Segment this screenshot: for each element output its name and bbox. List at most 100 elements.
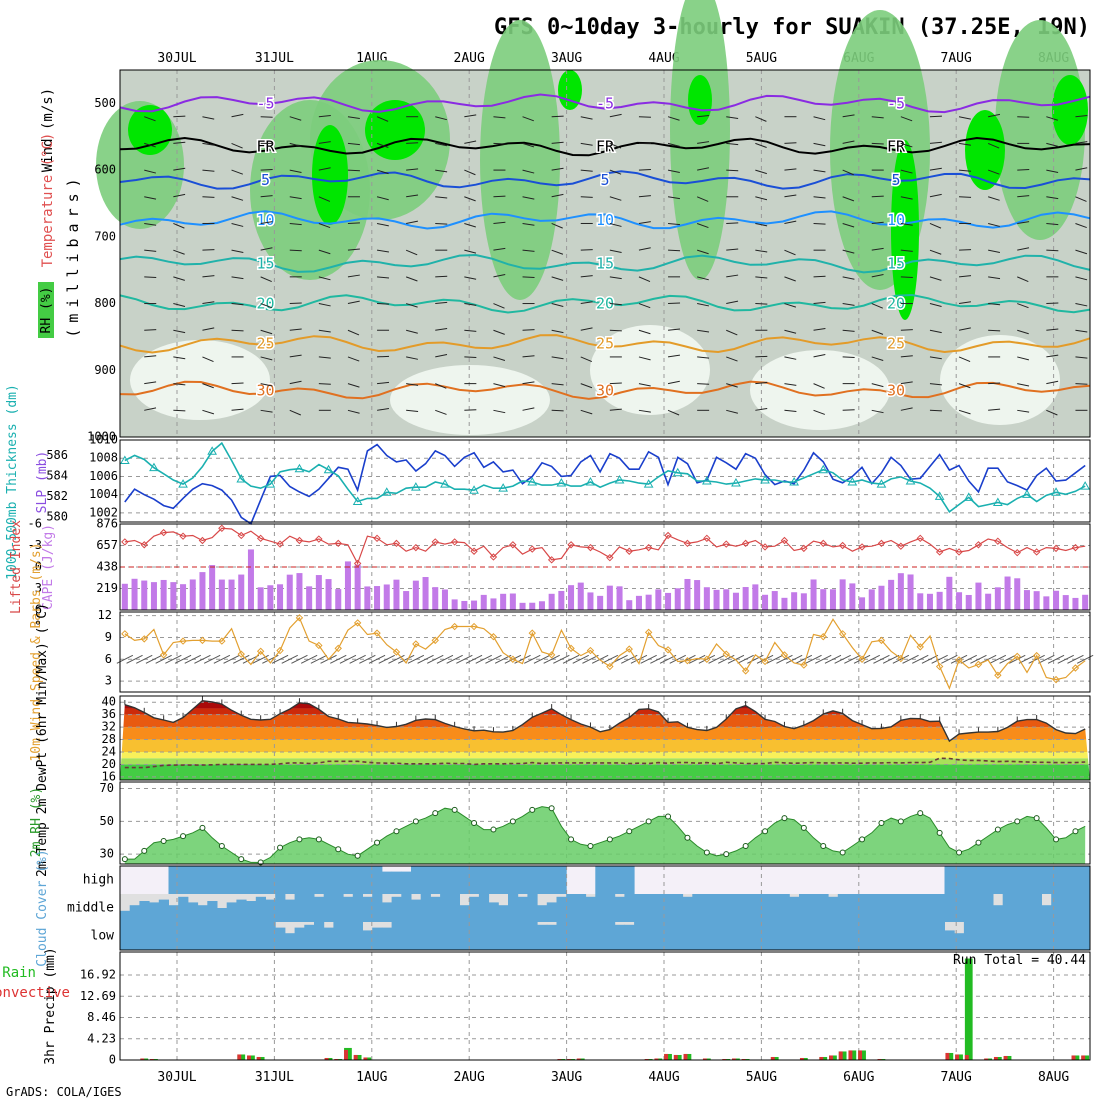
cloud-cell: [391, 871, 402, 894]
wind-barb: [173, 383, 186, 386]
axis-label: 3hr Precip (mm): [43, 947, 58, 1064]
wind-barb: [522, 116, 534, 122]
cloud-cell: [750, 922, 761, 950]
wind-barb: [144, 329, 157, 331]
contour-label: 20: [596, 295, 614, 313]
wind-barb: [184, 654, 201, 664]
thickness-point: [119, 455, 130, 464]
wind-barb: [726, 300, 739, 305]
cloud-cell: [1041, 922, 1052, 950]
cape-bar: [1053, 590, 1060, 610]
axis-label: Lifted Index: [9, 520, 24, 614]
wind-barb: [667, 409, 680, 416]
wind-speed-point: [121, 630, 129, 638]
cape-bar: [635, 595, 642, 610]
cloud-cell: [158, 899, 169, 922]
wind-barb: [726, 383, 738, 388]
wind-speed-point: [198, 636, 207, 645]
cloud-cell: [343, 866, 354, 894]
cape-bar: [374, 586, 381, 610]
lifted-index-point: [819, 539, 827, 548]
wind-barb: [406, 383, 419, 386]
wind-barb: [406, 303, 418, 308]
wind-speed-point: [819, 633, 827, 641]
wind-barb: [522, 169, 535, 174]
cloud-cell: [129, 905, 140, 922]
tick-label: 3: [35, 581, 42, 595]
wind-barb: [1017, 195, 1030, 198]
wind-barb: [813, 301, 826, 305]
wind-barb: [252, 654, 269, 664]
lifted-index-point: [295, 536, 304, 545]
thickness-point: [701, 475, 712, 485]
tick-label: 3: [105, 674, 112, 688]
cloud-cell: [517, 896, 528, 922]
cloud-cell: [411, 866, 422, 894]
contour-label: 20: [256, 295, 274, 313]
wind-speed-point: [547, 651, 556, 659]
wind-barb: [203, 654, 221, 664]
cape-bar: [383, 584, 390, 610]
cloud-cell: [411, 899, 422, 922]
cloud-cell: [915, 894, 926, 922]
rh-dry-area: [390, 365, 550, 435]
cloud-cell: [381, 871, 393, 894]
cloud-cell: [653, 894, 664, 922]
cape-bar: [538, 601, 545, 610]
wind-barb: [231, 408, 244, 411]
cape-bar: [791, 592, 798, 610]
precip-convective-bar: [848, 1050, 853, 1060]
precip-convective-bar: [1003, 1055, 1008, 1060]
cloud-cell: [168, 905, 179, 922]
cloud-cell: [527, 866, 538, 894]
temp-band: [120, 752, 1090, 759]
wind-speed-point: [315, 641, 323, 650]
panel-frame: [119, 865, 1091, 951]
date-label: 6AUG: [843, 1070, 874, 1085]
wind-barb: [1046, 196, 1059, 200]
wind-barb: [1075, 383, 1088, 385]
wind-barb: [406, 220, 419, 224]
wind-barb: [813, 169, 826, 173]
wind-barb: [318, 167, 331, 171]
wind-barb: [1075, 141, 1088, 144]
cloud-cell: [585, 896, 596, 922]
cape-bar: [800, 593, 807, 610]
wind-barb: [522, 381, 535, 385]
wind-barb: [349, 654, 366, 664]
wind-barb: [931, 654, 948, 664]
wind-barb: [959, 169, 972, 172]
wind-barb: [145, 654, 163, 664]
cloud-cell: [197, 866, 208, 894]
cape-bar: [742, 587, 749, 610]
cape-bar: [703, 587, 710, 610]
precip-convective-bar: [644, 1058, 649, 1060]
cloud-cell: [168, 922, 179, 950]
wind-barb: [126, 654, 143, 664]
precip-convective-bar: [237, 1054, 242, 1060]
wind-barb: [318, 356, 331, 359]
rh-point: [315, 836, 322, 843]
wind-barb: [609, 142, 622, 149]
cloud-cell: [1022, 922, 1033, 950]
cloud-cell: [401, 894, 412, 922]
wind-barb: [289, 196, 302, 200]
cloud-cell: [527, 922, 538, 950]
wind-barb: [174, 654, 192, 664]
wind-barb: [260, 303, 273, 309]
cloud-cell: [187, 922, 199, 950]
wind-barb: [834, 654, 851, 664]
cloud-cell: [420, 922, 431, 950]
tick-label: 16.92: [80, 968, 116, 982]
cape-bar: [732, 592, 739, 610]
wind-barb: [553, 654, 570, 664]
wind-barb: [988, 329, 1001, 332]
wind-barb: [813, 116, 826, 121]
cloud-cell: [993, 922, 1004, 950]
tick-label: 32: [102, 720, 116, 734]
wind-barb: [929, 115, 942, 118]
wind-barb: [524, 654, 541, 664]
wind-barb: [929, 141, 942, 144]
wind-barb: [784, 329, 797, 334]
lifted-index-point: [838, 541, 847, 550]
